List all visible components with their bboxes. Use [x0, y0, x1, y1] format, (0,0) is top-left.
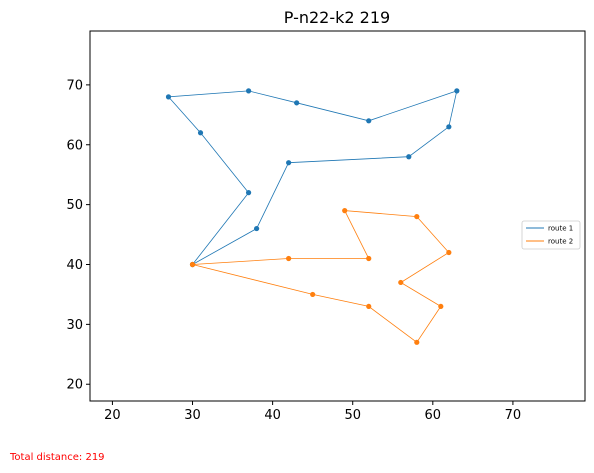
series-point-route-2 — [446, 249, 452, 256]
legend: route 1 route 2 — [521, 220, 581, 250]
series-point-route-1 — [165, 94, 172, 100]
series-point-route-1 — [286, 160, 292, 166]
x-axis-ticks: 20 30 40 50 60 70 — [104, 401, 521, 423]
x-tick-label: 50 — [344, 408, 361, 423]
y-tick-label: 40 — [66, 258, 83, 273]
series-point-route-1 — [406, 154, 412, 160]
series-point-route-2 — [310, 291, 316, 298]
total-distance-label: Total distance: 219 — [10, 452, 105, 463]
series-point-route-2 — [286, 255, 292, 262]
series-point-route-2 — [189, 261, 196, 268]
series-line-route-2 — [192, 210, 450, 343]
series-line-route-1 — [167, 90, 458, 265]
y-tick-label: 60 — [66, 138, 83, 153]
legend-label: route 2 — [548, 238, 573, 246]
series-point-route-2 — [398, 279, 404, 286]
series-point-route-2 — [438, 303, 444, 310]
series-point-route-2 — [366, 255, 372, 262]
x-tick-label: 40 — [264, 408, 281, 423]
legend-label: route 1 — [548, 225, 573, 233]
series-point-route-2 — [366, 303, 372, 310]
chart-title: P-n22-k2 219 — [284, 8, 390, 27]
y-tick-label: 30 — [66, 318, 83, 333]
series-point-route-1 — [446, 124, 452, 130]
series-point-route-1 — [197, 130, 204, 136]
series-point-route-1 — [254, 225, 260, 232]
series-point-route-1 — [245, 190, 252, 196]
series-layer — [165, 88, 460, 345]
x-tick-label: 20 — [104, 408, 121, 423]
y-axis-ticks: 20 30 40 50 60 70 — [66, 78, 90, 393]
series-point-route-2 — [342, 208, 348, 214]
series-point-route-1 — [245, 88, 252, 94]
plot-frame — [89, 30, 586, 402]
x-tick-label: 30 — [184, 408, 201, 423]
series-point-route-1 — [366, 118, 372, 124]
y-tick-label: 20 — [66, 378, 83, 393]
series-point-route-1 — [454, 88, 460, 94]
x-tick-label: 60 — [425, 408, 442, 423]
series-point-route-2 — [414, 213, 420, 220]
y-tick-label: 50 — [66, 198, 83, 213]
x-tick-label: 70 — [505, 408, 522, 423]
series-point-route-1 — [294, 100, 300, 106]
series-point-route-2 — [414, 339, 420, 345]
y-tick-label: 70 — [66, 78, 83, 93]
